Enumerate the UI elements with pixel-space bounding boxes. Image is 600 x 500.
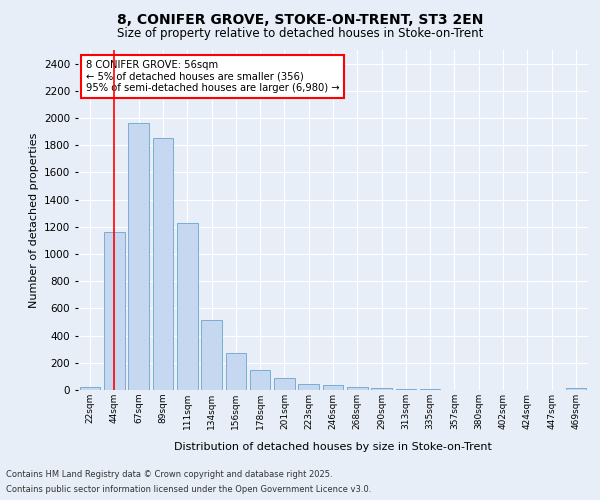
Bar bbox=[152, 138, 173, 390]
Bar bbox=[566, 388, 586, 390]
Y-axis label: Number of detached properties: Number of detached properties bbox=[29, 132, 38, 308]
Text: Contains public sector information licensed under the Open Government Licence v3: Contains public sector information licen… bbox=[6, 485, 371, 494]
Bar bbox=[201, 320, 222, 390]
Bar bbox=[250, 370, 271, 390]
Text: 8 CONIFER GROVE: 56sqm
← 5% of detached houses are smaller (356)
95% of semi-det: 8 CONIFER GROVE: 56sqm ← 5% of detached … bbox=[86, 60, 339, 94]
Bar bbox=[80, 386, 100, 390]
Bar bbox=[104, 232, 125, 390]
Bar bbox=[371, 388, 392, 390]
Bar bbox=[274, 378, 295, 390]
Bar bbox=[323, 384, 343, 390]
Bar bbox=[298, 384, 319, 390]
Bar bbox=[347, 388, 368, 390]
Text: Distribution of detached houses by size in Stoke-on-Trent: Distribution of detached houses by size … bbox=[174, 442, 492, 452]
Bar bbox=[128, 124, 149, 390]
Text: Contains HM Land Registry data © Crown copyright and database right 2025.: Contains HM Land Registry data © Crown c… bbox=[6, 470, 332, 479]
Text: 8, CONIFER GROVE, STOKE-ON-TRENT, ST3 2EN: 8, CONIFER GROVE, STOKE-ON-TRENT, ST3 2E… bbox=[117, 12, 483, 26]
Bar bbox=[177, 222, 197, 390]
Bar bbox=[395, 389, 416, 390]
Bar bbox=[226, 352, 246, 390]
Text: Size of property relative to detached houses in Stoke-on-Trent: Size of property relative to detached ho… bbox=[117, 28, 483, 40]
